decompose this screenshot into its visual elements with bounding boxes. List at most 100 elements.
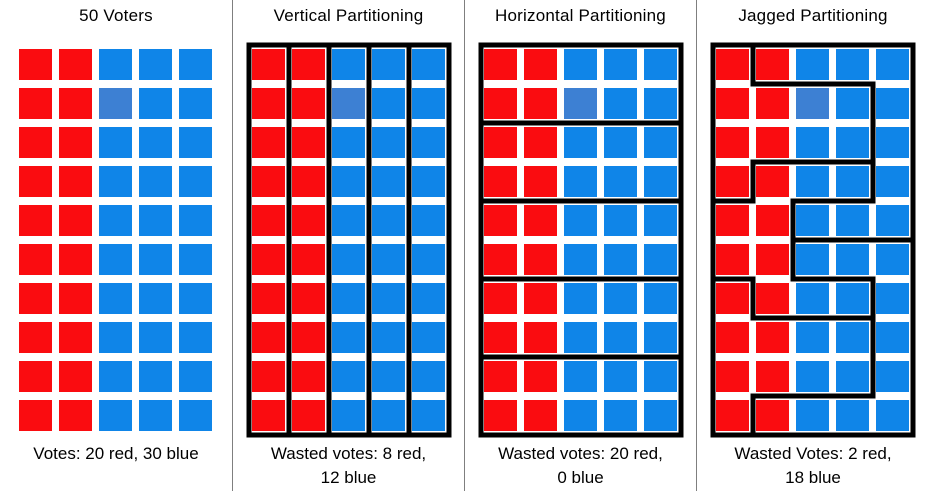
panel-caption-voters: Votes: 20 red, 30 blue [0, 442, 232, 466]
voter-cell-r8c4 [372, 322, 405, 353]
voter-cell-r2c5 [644, 88, 677, 119]
voter-cell-r9c2 [756, 361, 789, 392]
voter-cell-r5c2 [756, 205, 789, 236]
panel-horizontal: Horizontal Partitioning Wasted votes: 20 … [464, 0, 696, 491]
voter-cell-r1c2 [292, 49, 325, 80]
voter-cell-r5c3 [564, 205, 597, 236]
voter-cell-r3c4 [139, 127, 172, 158]
voter-cell-r4c1 [484, 166, 517, 197]
voter-cell-r4c3 [99, 166, 132, 197]
voter-cell-r5c4 [604, 205, 637, 236]
voter-cell-r2c1 [484, 88, 517, 119]
voter-cell-r7c4 [139, 283, 172, 314]
voter-cell-r6c1 [252, 244, 285, 275]
voter-cell-r9c2 [524, 361, 557, 392]
voter-cell-r1c1 [252, 49, 285, 80]
voter-cell-r1c2 [524, 49, 557, 80]
voter-cell-r8c1 [19, 322, 52, 353]
voter-cell-r5c3 [332, 205, 365, 236]
voter-cell-r2c3 [796, 88, 829, 119]
voter-cell-r5c2 [524, 205, 557, 236]
voter-cell-r5c1 [19, 205, 52, 236]
voter-cell-r4c2 [756, 166, 789, 197]
panel-title-jagged: Jagged Partitioning [738, 6, 888, 25]
voter-cell-r3c5 [644, 127, 677, 158]
voter-cell-r8c5 [412, 322, 445, 353]
voter-cell-r9c3 [99, 361, 132, 392]
voter-cell-r10c2 [59, 400, 92, 431]
voter-cell-r4c1 [716, 166, 749, 197]
voter-cell-r10c5 [412, 400, 445, 431]
voter-cell-r3c1 [484, 127, 517, 158]
panel-vertical: Vertical Partitioning Wasted votes: 8 red… [232, 0, 464, 491]
voter-cell-r1c1 [484, 49, 517, 80]
voter-cell-r6c4 [604, 244, 637, 275]
voter-cell-r1c3 [796, 49, 829, 80]
voter-cell-r2c4 [604, 88, 637, 119]
voter-cell-r2c1 [716, 88, 749, 119]
voter-cell-r7c5 [644, 283, 677, 314]
panel-title-vertical: Vertical Partitioning [273, 6, 424, 25]
voter-cell-r2c2 [756, 88, 789, 119]
caption-line: 18 blue [785, 468, 841, 487]
voter-cell-r10c1 [19, 400, 52, 431]
voter-cell-r4c2 [59, 166, 92, 197]
voter-cell-r2c5 [179, 88, 212, 119]
voter-cell-r3c5 [876, 127, 909, 158]
voter-cell-r3c1 [716, 127, 749, 158]
voter-cell-r5c5 [876, 205, 909, 236]
voter-cell-r1c3 [332, 49, 365, 80]
voter-cell-r5c1 [716, 205, 749, 236]
voter-cell-r7c3 [332, 283, 365, 314]
voter-cell-r3c2 [524, 127, 557, 158]
voter-cell-r8c2 [756, 322, 789, 353]
voter-cell-r7c1 [19, 283, 52, 314]
voter-cell-r2c2 [524, 88, 557, 119]
caption-line: Wasted Votes: 2 red, [734, 444, 892, 463]
voter-cell-r7c5 [179, 283, 212, 314]
voter-cell-r2c2 [59, 88, 92, 119]
voter-cell-r3c2 [292, 127, 325, 158]
voter-cell-r1c4 [372, 49, 405, 80]
voter-cell-r3c3 [564, 127, 597, 158]
voter-cell-r4c4 [604, 166, 637, 197]
voter-cell-r4c5 [412, 166, 445, 197]
voter-cell-r6c3 [99, 244, 132, 275]
panel-jagged: Jagged Partitioning Wasted Votes: 2 red, 1… [696, 0, 929, 491]
voter-cell-r5c4 [836, 205, 869, 236]
voter-cell-r8c2 [524, 322, 557, 353]
voter-cell-r7c3 [564, 283, 597, 314]
voter-cell-r3c2 [59, 127, 92, 158]
voter-cell-r3c5 [412, 127, 445, 158]
voter-cell-r1c3 [99, 49, 132, 80]
voter-cell-r2c2 [292, 88, 325, 119]
voter-cell-r9c4 [372, 361, 405, 392]
voter-cell-r4c5 [876, 166, 909, 197]
voter-cell-r4c2 [524, 166, 557, 197]
voter-cell-r6c3 [332, 244, 365, 275]
voter-cell-r4c2 [292, 166, 325, 197]
voter-cell-r5c4 [139, 205, 172, 236]
voter-cell-r9c4 [836, 361, 869, 392]
voter-cell-r10c1 [716, 400, 749, 431]
voter-cell-r9c2 [59, 361, 92, 392]
voter-cell-r9c2 [292, 361, 325, 392]
voter-cell-r5c1 [484, 205, 517, 236]
panel-caption-horizontal: Wasted votes: 20 red, 0 blue [465, 442, 696, 490]
voter-cell-r2c1 [19, 88, 52, 119]
voter-cell-r1c4 [836, 49, 869, 80]
voter-cell-r6c1 [484, 244, 517, 275]
voter-cell-r8c2 [59, 322, 92, 353]
voter-grid [697, 0, 929, 440]
voter-cell-r2c3 [332, 88, 365, 119]
voter-cell-r4c3 [796, 166, 829, 197]
voter-cell-r4c3 [332, 166, 365, 197]
panel-title-horizontal: Horizontal Partitioning [495, 6, 666, 25]
voter-cell-r6c4 [836, 244, 869, 275]
voter-cell-r6c1 [716, 244, 749, 275]
voter-cell-r9c1 [252, 361, 285, 392]
voter-cell-r10c5 [876, 400, 909, 431]
voter-cell-r5c3 [796, 205, 829, 236]
voter-cell-r6c5 [876, 244, 909, 275]
voter-cell-r2c4 [372, 88, 405, 119]
